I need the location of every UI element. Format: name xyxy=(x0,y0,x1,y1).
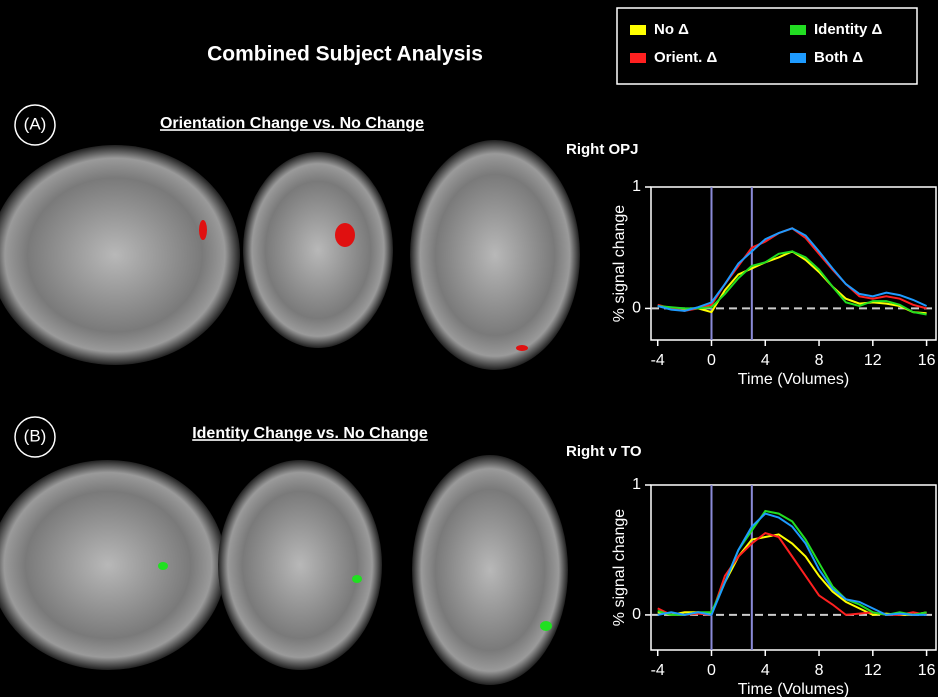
legend-swatch xyxy=(630,53,646,63)
x-tick-label: 8 xyxy=(815,352,824,369)
panel-title: Identity Change vs. No Change xyxy=(192,425,428,442)
x-tick-label: 12 xyxy=(864,662,882,679)
x-tick-label: 8 xyxy=(815,662,824,679)
legend-box xyxy=(617,8,917,84)
x-tick-label: 4 xyxy=(761,352,770,369)
y-axis-label: % signal change xyxy=(611,205,628,323)
legend-swatch xyxy=(790,53,806,63)
x-axis-label: Time (Volumes) xyxy=(738,371,849,388)
x-tick-label: 16 xyxy=(918,352,936,369)
y-axis-label: % signal change xyxy=(611,509,628,627)
panel-label: (B) xyxy=(24,426,47,445)
y-tick-label: 1 xyxy=(632,178,641,195)
figure-title: Combined Subject Analysis xyxy=(207,43,483,66)
x-tick-label: 16 xyxy=(918,662,936,679)
y-tick-label: 1 xyxy=(632,476,641,493)
x-tick-label: -4 xyxy=(651,352,665,369)
x-tick-label: 4 xyxy=(761,662,770,679)
legend-label: Orient. Δ xyxy=(654,49,718,66)
y-tick-label: 0 xyxy=(632,606,641,623)
y-tick-label: 0 xyxy=(632,300,641,317)
legend-swatch xyxy=(630,25,646,35)
figure: Combined Subject Analysis (A) Orientatio… xyxy=(0,0,938,697)
x-axis-label: Time (Volumes) xyxy=(738,681,849,697)
chart-title: Right v TO xyxy=(566,443,642,460)
panel-label: (A) xyxy=(24,114,47,133)
x-tick-label: 12 xyxy=(864,352,882,369)
legend-label: Both Δ xyxy=(814,49,863,66)
legend-swatch xyxy=(790,25,806,35)
chart-title: Right OPJ xyxy=(566,141,639,158)
legend-label: Identity Δ xyxy=(814,21,883,38)
legend-label: No Δ xyxy=(654,21,689,38)
x-tick-label: -4 xyxy=(651,662,665,679)
x-tick-label: 0 xyxy=(707,662,716,679)
x-tick-label: 0 xyxy=(707,352,716,369)
panel-title: Orientation Change vs. No Change xyxy=(160,115,424,132)
